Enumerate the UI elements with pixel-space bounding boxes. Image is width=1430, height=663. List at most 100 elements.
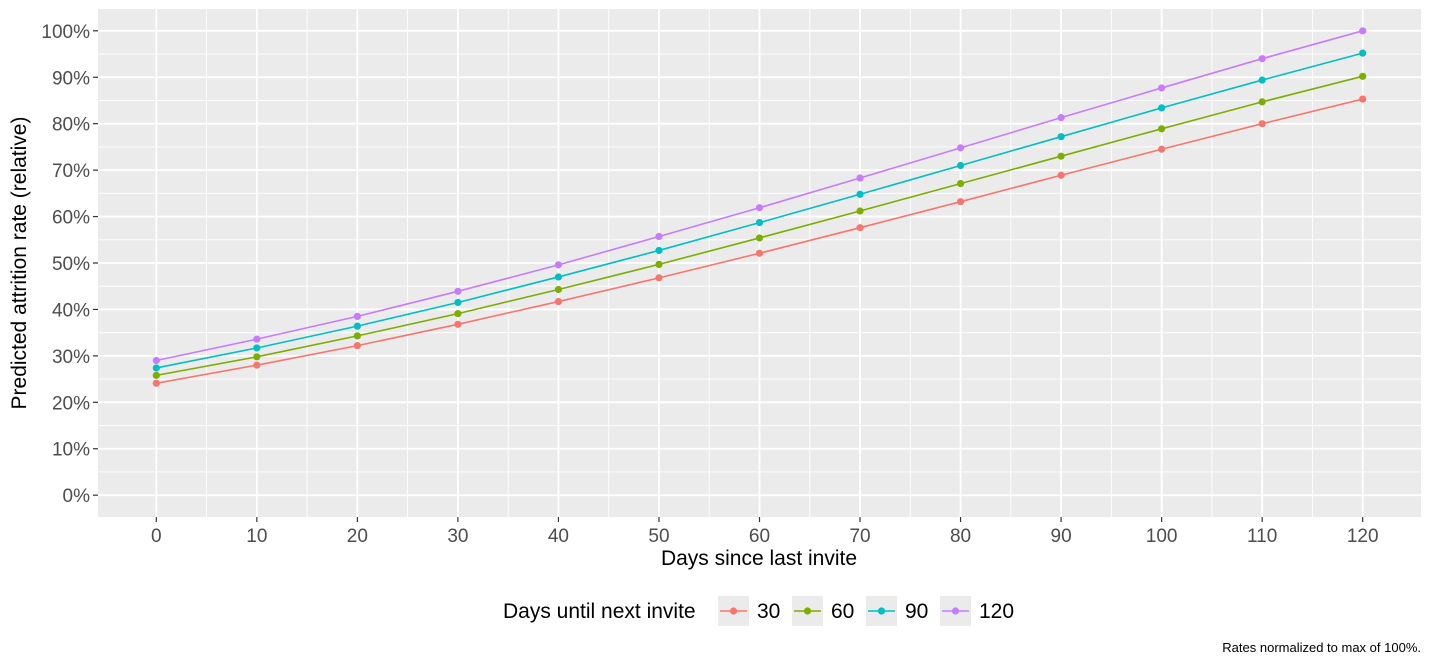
data-point-90 <box>1359 49 1367 57</box>
x-tick-label: 50 <box>648 526 669 547</box>
legend-key-point <box>729 607 738 615</box>
data-point-30 <box>755 249 764 257</box>
data-point-60 <box>755 234 764 242</box>
y-axis-title: Predicted attrition rate (relative) <box>8 117 31 410</box>
data-point-120 <box>554 261 563 269</box>
data-point-120 <box>253 335 261 343</box>
data-point-30 <box>1158 145 1166 153</box>
data-point-120 <box>1359 27 1367 35</box>
x-tick-label: 120 <box>1347 526 1379 547</box>
data-point-90 <box>755 219 764 227</box>
x-axis: 0 10 20 30 40 50 60 70 80 90 100 110 120 <box>151 517 1379 547</box>
x-tick-label: 60 <box>749 526 770 547</box>
data-point-60 <box>856 207 864 215</box>
data-point-120 <box>956 144 965 152</box>
x-axis-title: Days since last invite <box>661 547 857 570</box>
data-point-30 <box>554 297 563 306</box>
data-point-120 <box>353 312 361 321</box>
data-point-90 <box>454 298 462 307</box>
legend-key-point <box>803 607 812 615</box>
legend-item-120: 120 <box>940 596 1014 626</box>
x-tick-label: 10 <box>246 526 267 547</box>
data-point-30 <box>454 320 462 328</box>
data-point-60 <box>1057 152 1065 160</box>
x-tick-label: 40 <box>548 526 569 547</box>
data-point-120 <box>1057 114 1065 122</box>
x-tick-label: 70 <box>849 526 870 547</box>
data-point-60 <box>253 353 261 361</box>
data-point-30 <box>1258 120 1266 128</box>
legend-label: 90 <box>905 600 928 623</box>
major-gridlines <box>98 9 1421 517</box>
x-tick-label: 80 <box>950 526 971 547</box>
series-120 <box>152 27 1367 365</box>
data-point-30 <box>1057 171 1065 179</box>
x-tick-label: 20 <box>347 526 368 547</box>
data-point-30 <box>152 379 160 387</box>
x-tick-label: 90 <box>1051 526 1072 547</box>
data-point-90 <box>554 273 563 281</box>
series-60 <box>152 72 1367 379</box>
y-tick-label: 10% <box>52 440 90 461</box>
data-point-30 <box>956 198 965 206</box>
data-point-120 <box>152 356 160 365</box>
data-point-120 <box>454 287 462 295</box>
chart-caption: Rates normalized to max of 100%. <box>1222 640 1421 655</box>
data-point-60 <box>956 179 965 188</box>
data-point-30 <box>253 361 261 369</box>
legend: Days until next invite 30 60 90 120 <box>503 596 1014 626</box>
data-point-90 <box>1158 104 1166 112</box>
legend-label: 60 <box>831 600 854 623</box>
y-tick-label: 70% <box>52 161 90 182</box>
data-point-90 <box>856 190 864 198</box>
data-point-120 <box>856 174 864 182</box>
series-layer <box>152 27 1367 387</box>
data-point-90 <box>956 161 965 170</box>
y-axis: 0% 10% 20% 30% 40% 50% 60% 70% 80% 90% 100% <box>41 22 98 507</box>
data-point-60 <box>1359 72 1367 80</box>
data-point-90 <box>1258 76 1266 84</box>
series-30 <box>152 95 1367 387</box>
data-point-60 <box>152 371 160 379</box>
legend-item-60: 60 <box>792 596 854 626</box>
legend-key-point <box>877 607 886 615</box>
data-point-30 <box>1359 95 1367 103</box>
legend-key-point <box>951 607 960 615</box>
data-point-90 <box>1057 133 1065 141</box>
data-point-60 <box>1258 98 1266 106</box>
x-tick-label: 100 <box>1146 526 1178 547</box>
series-90 <box>152 49 1367 372</box>
data-point-60 <box>1158 125 1166 133</box>
y-tick-label: 40% <box>52 300 90 321</box>
data-point-30 <box>353 342 361 350</box>
legend-label: 120 <box>979 600 1014 623</box>
y-tick-label: 80% <box>52 115 90 136</box>
data-point-30 <box>856 224 864 232</box>
data-point-90 <box>353 322 361 330</box>
data-point-60 <box>454 310 462 318</box>
data-point-120 <box>655 232 663 241</box>
y-tick-label: 90% <box>52 68 90 89</box>
data-point-60 <box>353 332 361 340</box>
x-tick-label: 0 <box>151 526 162 547</box>
data-point-90 <box>152 364 160 372</box>
x-tick-label: 30 <box>447 526 468 547</box>
legend-title: Days until next invite <box>503 600 696 623</box>
data-point-60 <box>554 285 563 294</box>
data-point-90 <box>655 246 663 255</box>
legend-item-30: 30 <box>718 596 780 626</box>
y-tick-label: 100% <box>41 22 90 43</box>
y-tick-label: 30% <box>52 347 90 368</box>
data-point-120 <box>1158 84 1166 92</box>
data-point-60 <box>655 260 663 268</box>
legend-item-90: 90 <box>866 596 928 626</box>
data-point-30 <box>655 274 663 282</box>
data-point-120 <box>755 204 764 212</box>
data-point-90 <box>253 344 261 352</box>
data-point-120 <box>1258 55 1266 63</box>
x-tick-label: 110 <box>1247 526 1277 547</box>
y-tick-label: 20% <box>52 393 90 414</box>
y-tick-label: 0% <box>63 486 91 507</box>
